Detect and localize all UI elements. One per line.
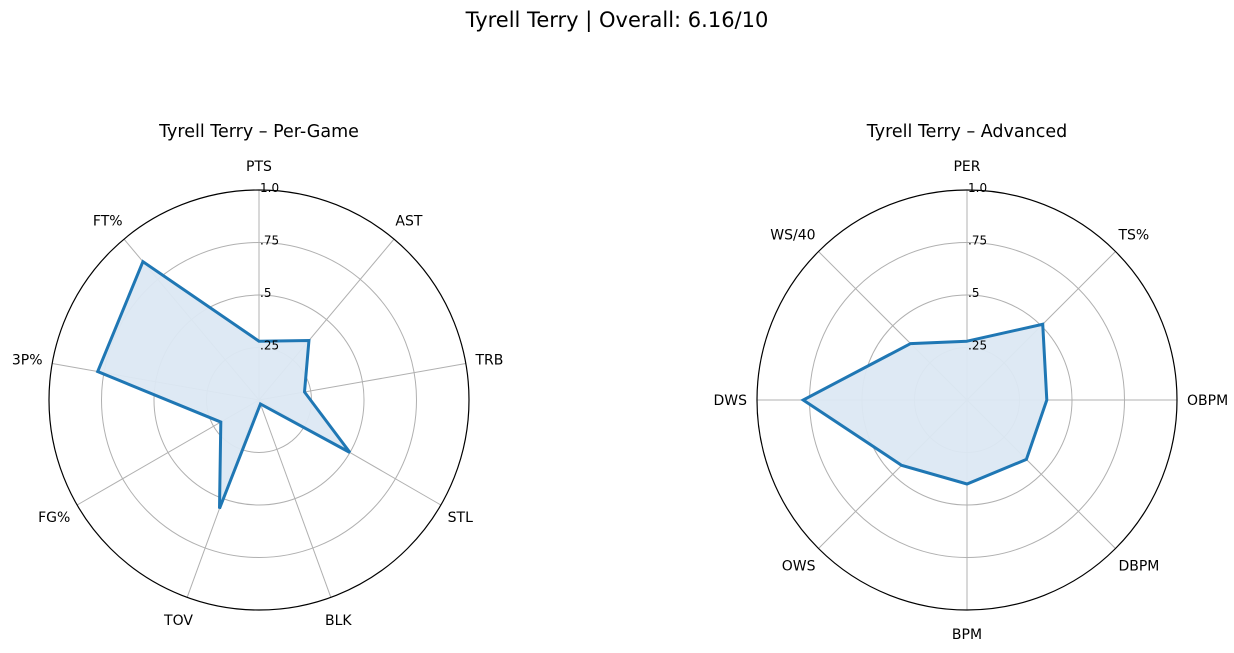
axis-label-pts: PTS [246, 159, 272, 175]
radial-tick-label: .25 [968, 339, 987, 353]
axis-label-fg-pct: FG% [38, 510, 70, 526]
axis-label-ast: AST [395, 214, 422, 230]
axis-label-ws-40: WS/40 [770, 228, 815, 244]
axis-label-tov: TOV [163, 613, 193, 629]
axis-label-obpm: OBPM [1187, 393, 1228, 409]
axis-label-per: PER [953, 159, 980, 175]
radial-tick-label: .75 [260, 234, 279, 248]
series-line [95, 259, 352, 510]
figure-title: Tyrell Terry | Overall: 6.16/10 [465, 8, 769, 32]
axis-label-dbpm: DBPM [1118, 558, 1159, 574]
panel-title: Tyrell Terry – Advanced [866, 122, 1067, 142]
axis-label-bpm: BPM [952, 627, 982, 643]
radial-tick-label: .5 [968, 286, 979, 300]
axis-label-dws: DWS [713, 393, 747, 409]
axis-label-3p-pct: 3P% [12, 352, 43, 368]
radar-panel-per-game: Tyrell Terry – Per-Game .25 .5 .75 1.0 PTS AST… [12, 122, 503, 629]
radial-tick-label: 1.0 [968, 181, 987, 195]
radial-tick-label: .5 [260, 286, 271, 300]
panel-title: Tyrell Terry – Per-Game [158, 122, 359, 142]
polar-frame [756, 189, 1178, 611]
axis-label-ts-pct: TS% [1117, 228, 1149, 244]
axis-label-ft-pct: FT% [93, 214, 123, 230]
radial-tick-label: .75 [968, 234, 987, 248]
axis-label-blk: BLK [325, 613, 352, 629]
radial-tick-label: 1.0 [260, 181, 279, 195]
series-area [97, 261, 350, 509]
radar-panel-advanced: Tyrell Terry – Advanced .25 .5 .75 1.0 PER TS%… [713, 122, 1228, 643]
axis-label-trb: TRB [474, 352, 503, 368]
grid-spoke [258, 399, 332, 598]
axis-label-ows: OWS [782, 558, 816, 574]
polar-frame [48, 189, 470, 611]
series-area [803, 324, 1047, 484]
radial-tick-label: .25 [260, 339, 279, 353]
axis-label-stl: STL [448, 510, 473, 526]
